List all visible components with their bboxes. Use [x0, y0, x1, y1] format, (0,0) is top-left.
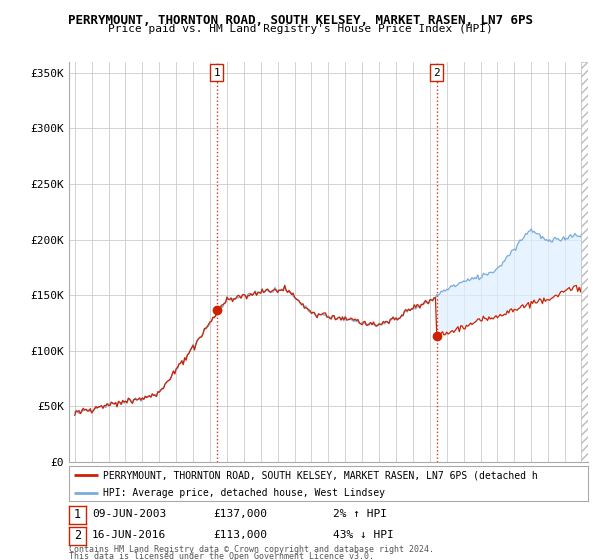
Text: 2% ↑ HPI: 2% ↑ HPI — [333, 509, 387, 519]
Text: 16-JUN-2016: 16-JUN-2016 — [92, 530, 166, 540]
Text: 09-JUN-2003: 09-JUN-2003 — [92, 509, 166, 519]
Text: This data is licensed under the Open Government Licence v3.0.: This data is licensed under the Open Gov… — [69, 552, 374, 560]
Text: 43% ↓ HPI: 43% ↓ HPI — [333, 530, 394, 540]
Text: Price paid vs. HM Land Registry's House Price Index (HPI): Price paid vs. HM Land Registry's House … — [107, 24, 493, 34]
Text: 2: 2 — [433, 68, 440, 78]
Text: PERRYMOUNT, THORNTON ROAD, SOUTH KELSEY, MARKET RASEN, LN7 6PS (detached h: PERRYMOUNT, THORNTON ROAD, SOUTH KELSEY,… — [103, 470, 538, 480]
Text: £137,000: £137,000 — [213, 509, 267, 519]
Text: HPI: Average price, detached house, West Lindsey: HPI: Average price, detached house, West… — [103, 488, 385, 497]
Text: £113,000: £113,000 — [213, 530, 267, 540]
Text: 2: 2 — [74, 529, 81, 543]
Text: Contains HM Land Registry data © Crown copyright and database right 2024.: Contains HM Land Registry data © Crown c… — [69, 545, 434, 554]
Text: PERRYMOUNT, THORNTON ROAD, SOUTH KELSEY, MARKET RASEN, LN7 6PS: PERRYMOUNT, THORNTON ROAD, SOUTH KELSEY,… — [67, 14, 533, 27]
Text: 1: 1 — [74, 508, 81, 521]
Text: 1: 1 — [214, 68, 220, 78]
